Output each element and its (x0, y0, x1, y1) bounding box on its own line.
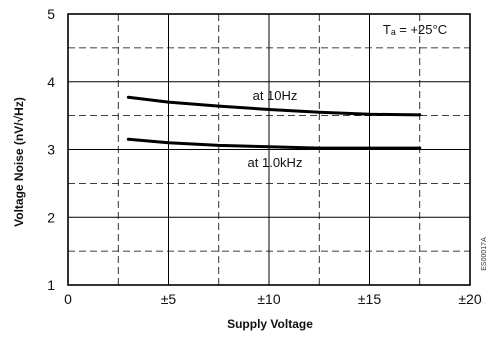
plot-frame (67, 13, 471, 286)
y-tick-label: 3 (47, 142, 55, 158)
x-tick-label: ±15 (358, 291, 381, 307)
x-tick-labels: 0 ±5 ±10 ±15 ±20 (64, 291, 482, 307)
y-tick-label: 1 (47, 277, 55, 293)
x-tick-label: 0 (64, 291, 72, 307)
y-tick-label: 2 (47, 209, 55, 225)
series-label-10hz: at 10Hz (253, 88, 298, 103)
temperature-annotation: Tₐ = +25°C (383, 22, 447, 37)
series-curves (126, 95, 422, 150)
curve-1khz (126, 137, 422, 150)
x-tick-label: ±10 (257, 291, 280, 307)
series-label-1khz: at 1.0kHz (248, 155, 303, 170)
y-tick-label: 5 (47, 6, 55, 22)
plot-area (67, 13, 471, 286)
figure-code: ES00017A (481, 237, 488, 271)
y-tick-labels: 1 2 3 4 5 (47, 6, 55, 293)
x-tick-label: ±5 (161, 291, 177, 307)
y-axis-title: Voltage Noise (nV/√Hz) (12, 97, 26, 227)
y-tick-label: 4 (47, 74, 55, 90)
curve-10hz (126, 95, 422, 117)
x-tick-label: ±20 (458, 291, 481, 307)
x-axis-title: Supply Voltage (227, 317, 313, 331)
